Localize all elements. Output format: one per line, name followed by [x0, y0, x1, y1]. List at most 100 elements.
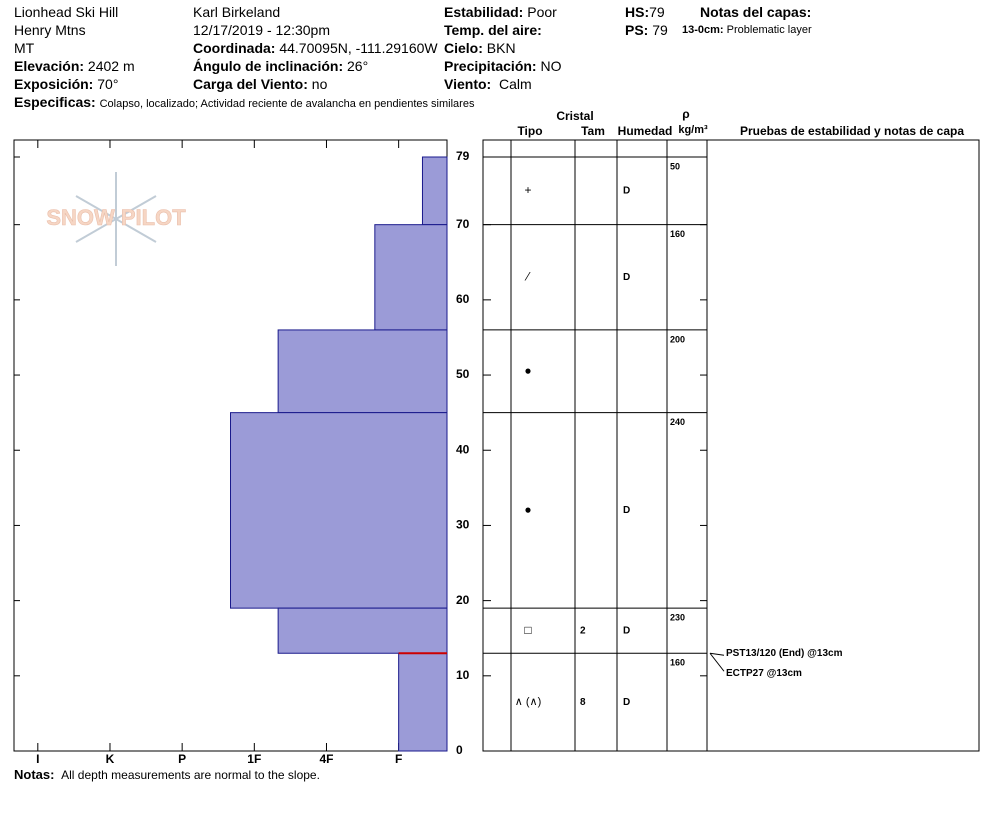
label: Ángulo de inclinación: [193, 58, 344, 74]
y-tick-label: 10 [456, 668, 470, 682]
y-tick-label: 30 [456, 518, 470, 532]
hardness-bar [277, 329, 448, 414]
label: Especificas: [14, 94, 96, 110]
grain-type: ∧ (∧) [515, 696, 542, 708]
moisture: D [623, 625, 630, 636]
value: 26° [347, 58, 369, 74]
grain-size: 2 [580, 625, 586, 636]
precipitation: Precipitación: NO [444, 58, 561, 74]
stability-test: PST13/120 (End) @13cm [726, 648, 843, 659]
value: NO [540, 58, 562, 74]
site: Lionhead Ski Hill [14, 4, 119, 20]
value: 79 [649, 4, 665, 20]
header-rho: ρ [682, 107, 689, 121]
table-frame [482, 139, 980, 752]
table-columns [510, 140, 708, 751]
stability-test: ECTP27 @13cm [726, 668, 802, 679]
hs: HS:79 [625, 4, 665, 20]
value: BKN [486, 40, 516, 56]
observer: Karl Birkeland [193, 4, 281, 20]
slope: Ángulo de inclinación: 26° [193, 58, 368, 74]
value: All depth measurements are normal to the… [61, 768, 320, 782]
moisture: D [623, 185, 630, 196]
value: Poor [527, 4, 557, 20]
header-density: kg/m³ [678, 124, 708, 136]
label: Exposición: [14, 76, 94, 92]
label: Cielo: [444, 40, 483, 56]
y-tick-label: 40 [456, 442, 470, 456]
value: 44.70095N, -111.29160W [279, 40, 438, 56]
density: 160 [670, 229, 685, 239]
layer-notes-title: Notas del capas: [700, 4, 812, 20]
value: Calm [498, 76, 532, 92]
value: no [311, 76, 328, 92]
logo: SNOW PILOT [46, 172, 187, 266]
header-type: Tipo [517, 124, 542, 138]
aspect: Exposición: 70° [14, 76, 118, 92]
moisture: D [623, 505, 630, 516]
label: PS: [625, 22, 649, 38]
value: 70° [97, 76, 119, 92]
label: 13-0cm: [682, 24, 724, 36]
header-tests: Pruebas de estabilidad y notas de capa [740, 124, 964, 138]
hardness-bar [398, 652, 448, 752]
coordinates: Coordinada: 44.70095N, -111.29160W [193, 40, 438, 56]
moisture: D [623, 272, 630, 283]
sky: Cielo: BKN [444, 40, 516, 56]
hardness-bar [230, 412, 448, 609]
value: Problematic layer [726, 24, 812, 36]
test-arrow [709, 652, 725, 656]
x-tick-label: K [106, 752, 115, 766]
label: Viento: [444, 76, 492, 92]
test-arrow [709, 652, 725, 672]
hardness-bar [277, 607, 448, 654]
y-tick-label: 50 [456, 367, 470, 381]
y-tick-label: 70 [456, 217, 470, 231]
value: Colapso, localizado; Actividad reciente … [99, 98, 475, 110]
grain-type: ● [524, 363, 531, 377]
grain-size: 8 [580, 697, 586, 708]
stability: Estabilidad: Poor [444, 4, 557, 20]
wind-load: Carga del Viento: no [193, 76, 327, 92]
grain-type: □ [524, 623, 531, 637]
header-crystal: Cristal [556, 109, 593, 123]
datetime: 12/17/2019 - 12:30pm [193, 22, 330, 38]
hardness-bar [374, 224, 448, 331]
air-temp: Temp. del aire: [444, 22, 542, 38]
specifics: Especificas: Colapso, localizado; Activi… [14, 94, 474, 110]
grain-type: + [524, 183, 531, 197]
hardness-bar [421, 156, 448, 226]
y-tick-label: 60 [456, 292, 470, 306]
y-tick-label: 79 [456, 149, 470, 163]
label: Estabilidad: [444, 4, 524, 20]
label: HS: [625, 4, 650, 20]
wind: Viento: Calm [444, 76, 532, 92]
label: Elevación: [14, 58, 85, 74]
x-tick-label: 4F [319, 752, 333, 766]
notes: Notas: All depth measurements are normal… [14, 767, 320, 782]
header-moisture: Humedad [618, 124, 673, 138]
x-tick-label: 1F [247, 752, 261, 766]
label: Coordinada: [193, 40, 276, 56]
density: 230 [670, 613, 685, 623]
x-tick-label: P [178, 752, 186, 766]
grain-type: ⁄ [524, 269, 531, 283]
y-tick-label: 0 [456, 743, 463, 757]
density: 200 [670, 334, 685, 344]
density: 160 [670, 658, 685, 668]
state: MT [14, 40, 35, 56]
label: Carga del Viento: [193, 76, 308, 92]
density: 50 [670, 161, 680, 171]
label: Temp. del aire: [444, 22, 542, 38]
range: Henry Mtns [14, 22, 86, 38]
y-tick-label: 20 [456, 593, 470, 607]
x-tick-label: F [395, 752, 402, 766]
ps: PS: 79 [625, 22, 668, 38]
label: Precipitación: [444, 58, 537, 74]
label: Notas: [14, 767, 55, 782]
value: 79 [652, 22, 668, 38]
value: 2402 m [87, 58, 135, 74]
layer-note: 13-0cm: Problematic layer [682, 24, 812, 36]
